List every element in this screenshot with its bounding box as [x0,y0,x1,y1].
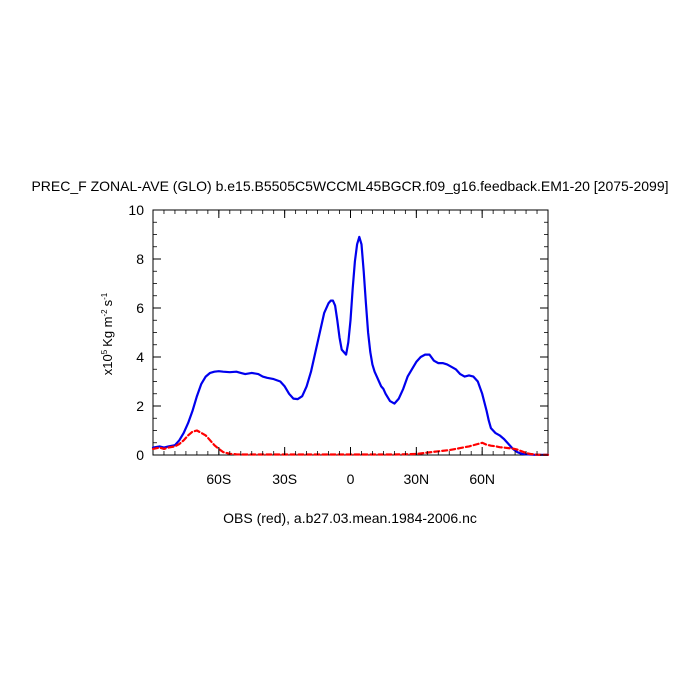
chart-caption: OBS (red), a.b27.03.mean.1984-2006.nc [223,510,477,526]
x-tick-label: 30N [403,471,429,487]
y-axis-label: x105 Kg m-2 s-1 [100,292,115,375]
y-label-units-tail-exponent: -1 [100,292,109,300]
y-tick-label: 10 [128,202,144,218]
chart-title: PREC_F ZONAL-AVE (GLO) b.e15.B5505C5WCCM… [31,178,668,194]
y-tick-label: 8 [136,251,144,267]
x-tick-label: 60S [206,471,231,487]
y-label-units-exponent: -2 [100,309,109,317]
series-line-0 [151,235,550,456]
plot-area [151,209,550,456]
x-tick-label: 0 [347,471,355,487]
y-tick-label: 2 [136,398,144,414]
y-label-units-tail: s [100,299,115,306]
y-tick-label: 6 [136,300,144,316]
x-tick-label: 30S [272,471,297,487]
x-tick-label: 60N [469,471,495,487]
y-tick-label: 4 [136,349,144,365]
y-label-prefix: x10 [100,354,115,375]
y-tick-label: 0 [136,447,144,463]
y-label-exponent: 5 [100,349,109,354]
y-axis: 0 2 4 6 8 10 [128,202,548,463]
y-label-units: Kg m [100,316,115,346]
x-axis: 60S 30S 0 30N 60N [163,210,538,487]
